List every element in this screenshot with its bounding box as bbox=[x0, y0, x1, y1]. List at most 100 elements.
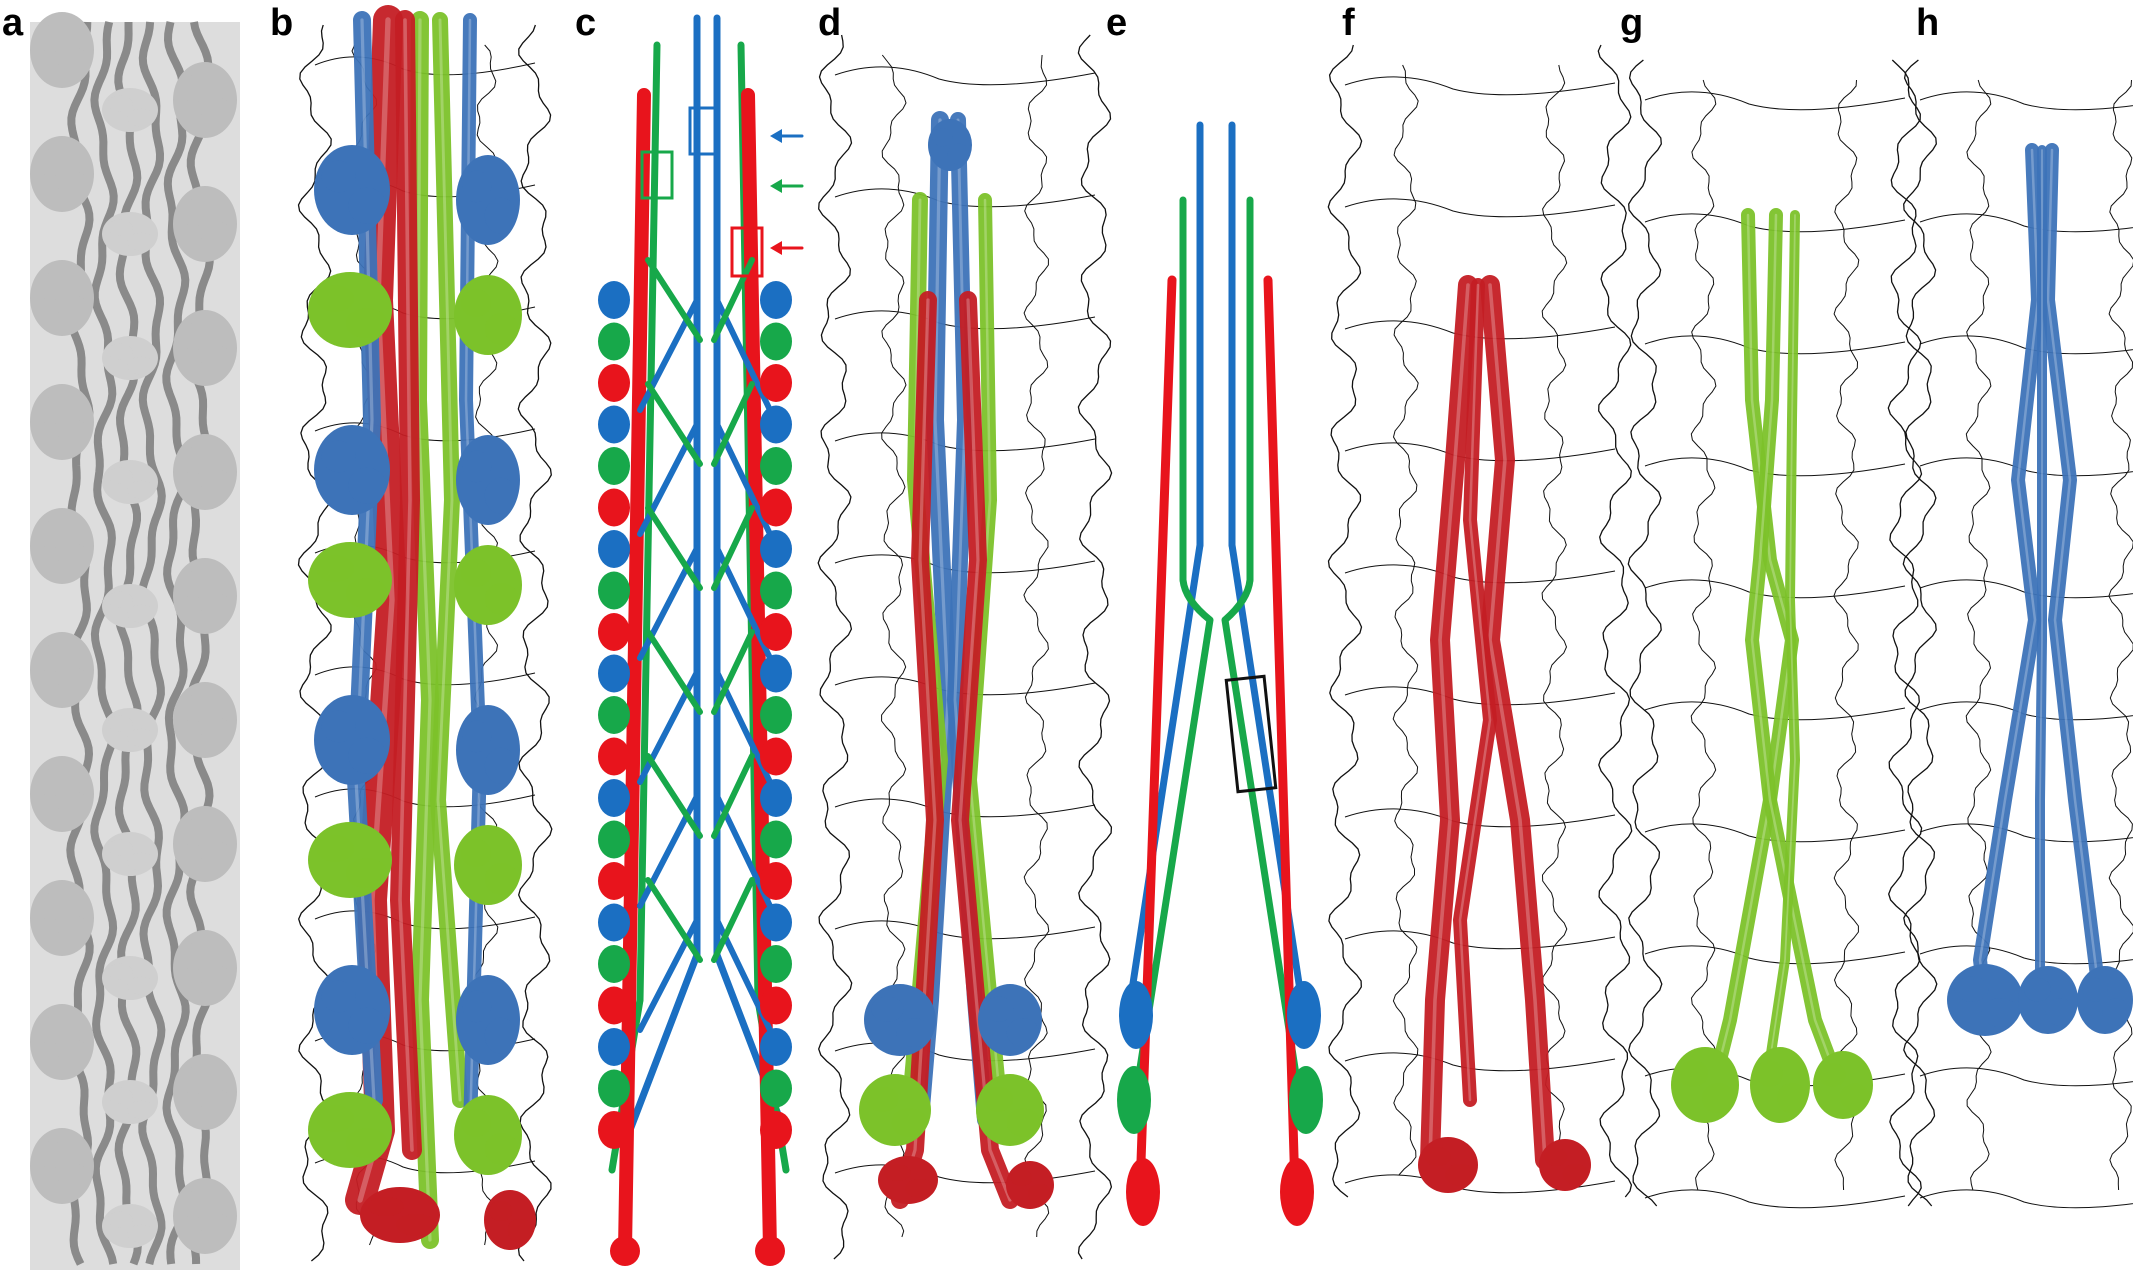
green-branch bbox=[711, 381, 755, 467]
red-head bbox=[878, 1156, 938, 1204]
green-head-lobe bbox=[1756, 1060, 1783, 1087]
grey-head-right-lobe bbox=[201, 1214, 234, 1245]
blue-head-lobe bbox=[462, 990, 492, 1023]
grey-head-center-lobe bbox=[127, 604, 156, 623]
red-ball bbox=[610, 1236, 640, 1266]
green-head-lobe bbox=[1701, 1083, 1736, 1114]
green-head bbox=[454, 1095, 522, 1175]
grey-head-center-lobe bbox=[127, 728, 156, 747]
grey-head-left bbox=[30, 632, 94, 708]
green-strand-highlight bbox=[1750, 213, 1832, 1062]
grey-head-center-lobe bbox=[107, 467, 133, 484]
red-head bbox=[360, 1187, 440, 1243]
contour-outline bbox=[834, 1042, 1096, 1062]
contour-outline bbox=[1644, 579, 1906, 599]
contour-outline bbox=[834, 66, 1096, 86]
green-ball bbox=[760, 447, 792, 485]
blue-head-lobe bbox=[947, 143, 970, 165]
green-ball bbox=[1289, 1066, 1323, 1134]
grey-head-center-lobe bbox=[127, 852, 156, 871]
green-strand bbox=[1765, 210, 1800, 1065]
grey-head-left-lobe bbox=[58, 668, 91, 699]
grey-head-right-lobe bbox=[179, 447, 209, 474]
blue-head bbox=[456, 975, 520, 1065]
contour-outline bbox=[1919, 335, 2133, 355]
green-head bbox=[308, 542, 392, 618]
red-head-lobe bbox=[1027, 1183, 1052, 1203]
green-head-lobe bbox=[866, 1086, 899, 1112]
grey-head-center bbox=[102, 460, 158, 504]
red-ball bbox=[760, 1111, 792, 1149]
contour-outline bbox=[1644, 1189, 1906, 1209]
blue-ball bbox=[1287, 981, 1321, 1049]
green-ball bbox=[760, 571, 792, 610]
red-strand-highlight bbox=[1428, 283, 1470, 1162]
grey-head-left bbox=[30, 12, 94, 88]
grey-head-left bbox=[30, 756, 94, 832]
contour-outline bbox=[1919, 1189, 2133, 1209]
green-head-lobe bbox=[460, 289, 492, 317]
grey-head-right-lobe bbox=[179, 199, 209, 226]
green-branch bbox=[711, 753, 755, 839]
grey-head-right-lobe bbox=[201, 842, 234, 873]
grey-head-right-lobe bbox=[179, 323, 209, 350]
red-head-lobe bbox=[489, 1200, 513, 1222]
green-head bbox=[454, 825, 522, 905]
blue-head bbox=[314, 145, 390, 235]
black-box bbox=[1224, 674, 1278, 794]
blue-line bbox=[626, 951, 701, 1134]
blue-ball bbox=[1119, 981, 1153, 1049]
grey-head-left-lobe bbox=[58, 172, 91, 203]
blue-head bbox=[314, 425, 390, 515]
grey-head-center-lobe bbox=[127, 1224, 156, 1243]
contour-outline bbox=[1627, 59, 1663, 1207]
green-head-lobe bbox=[484, 583, 519, 615]
green-ball bbox=[1117, 1066, 1151, 1134]
green-branch bbox=[645, 505, 703, 591]
grey-head-left-lobe bbox=[58, 296, 91, 327]
panel-h-blue-map bbox=[1902, 59, 2133, 1209]
contour-outline bbox=[1644, 457, 1906, 477]
contour-outline bbox=[1919, 213, 2133, 233]
red-strand bbox=[390, 10, 422, 1160]
green-strand-highlight bbox=[1769, 214, 1796, 1061]
green-ball bbox=[760, 322, 792, 361]
green-strand bbox=[409, 11, 439, 1249]
red-arrow-head bbox=[770, 241, 782, 255]
grey-head-right bbox=[173, 62, 237, 138]
grey-head-center-lobe bbox=[127, 1100, 156, 1119]
green-head-lobe bbox=[1006, 1108, 1041, 1137]
green-line bbox=[1222, 579, 1254, 623]
red-head-lobe bbox=[1544, 1148, 1568, 1167]
grey-head-center-lobe bbox=[107, 343, 133, 360]
contour-outline bbox=[1644, 701, 1906, 721]
contour-outline bbox=[1344, 930, 1616, 950]
grey-head-center-lobe bbox=[107, 591, 133, 608]
red-head-lobe bbox=[1445, 1163, 1475, 1187]
green-head bbox=[1671, 1047, 1739, 1123]
grey-head-left bbox=[30, 1004, 94, 1080]
grey-head-left-lobe bbox=[36, 1141, 66, 1168]
panel-d-coloured-map bbox=[817, 34, 1113, 1260]
grey-head-left-lobe bbox=[58, 792, 91, 823]
blue-head-lobe bbox=[321, 160, 356, 193]
green-ball bbox=[598, 696, 630, 734]
grey-head-right-lobe bbox=[179, 571, 209, 598]
grey-head-right-lobe bbox=[201, 98, 234, 129]
red-head bbox=[1418, 1137, 1478, 1193]
blue-strand-highlight bbox=[2046, 148, 2102, 1002]
red-head bbox=[1539, 1139, 1591, 1191]
red-strand bbox=[951, 291, 1019, 1209]
blue-box bbox=[688, 106, 720, 156]
red-head-lobe bbox=[368, 1196, 404, 1217]
contour-outline bbox=[1887, 59, 1923, 1207]
green-strand-highlight bbox=[416, 18, 432, 1242]
contour-outline bbox=[1919, 91, 2133, 111]
blue-head bbox=[1947, 964, 2023, 1036]
green-head-lobe bbox=[316, 555, 355, 582]
blue-ball bbox=[598, 405, 630, 444]
green-ball bbox=[760, 820, 792, 859]
red-ball bbox=[598, 862, 630, 900]
blue-ball bbox=[760, 405, 792, 444]
grey-head-left-lobe bbox=[58, 1040, 91, 1071]
